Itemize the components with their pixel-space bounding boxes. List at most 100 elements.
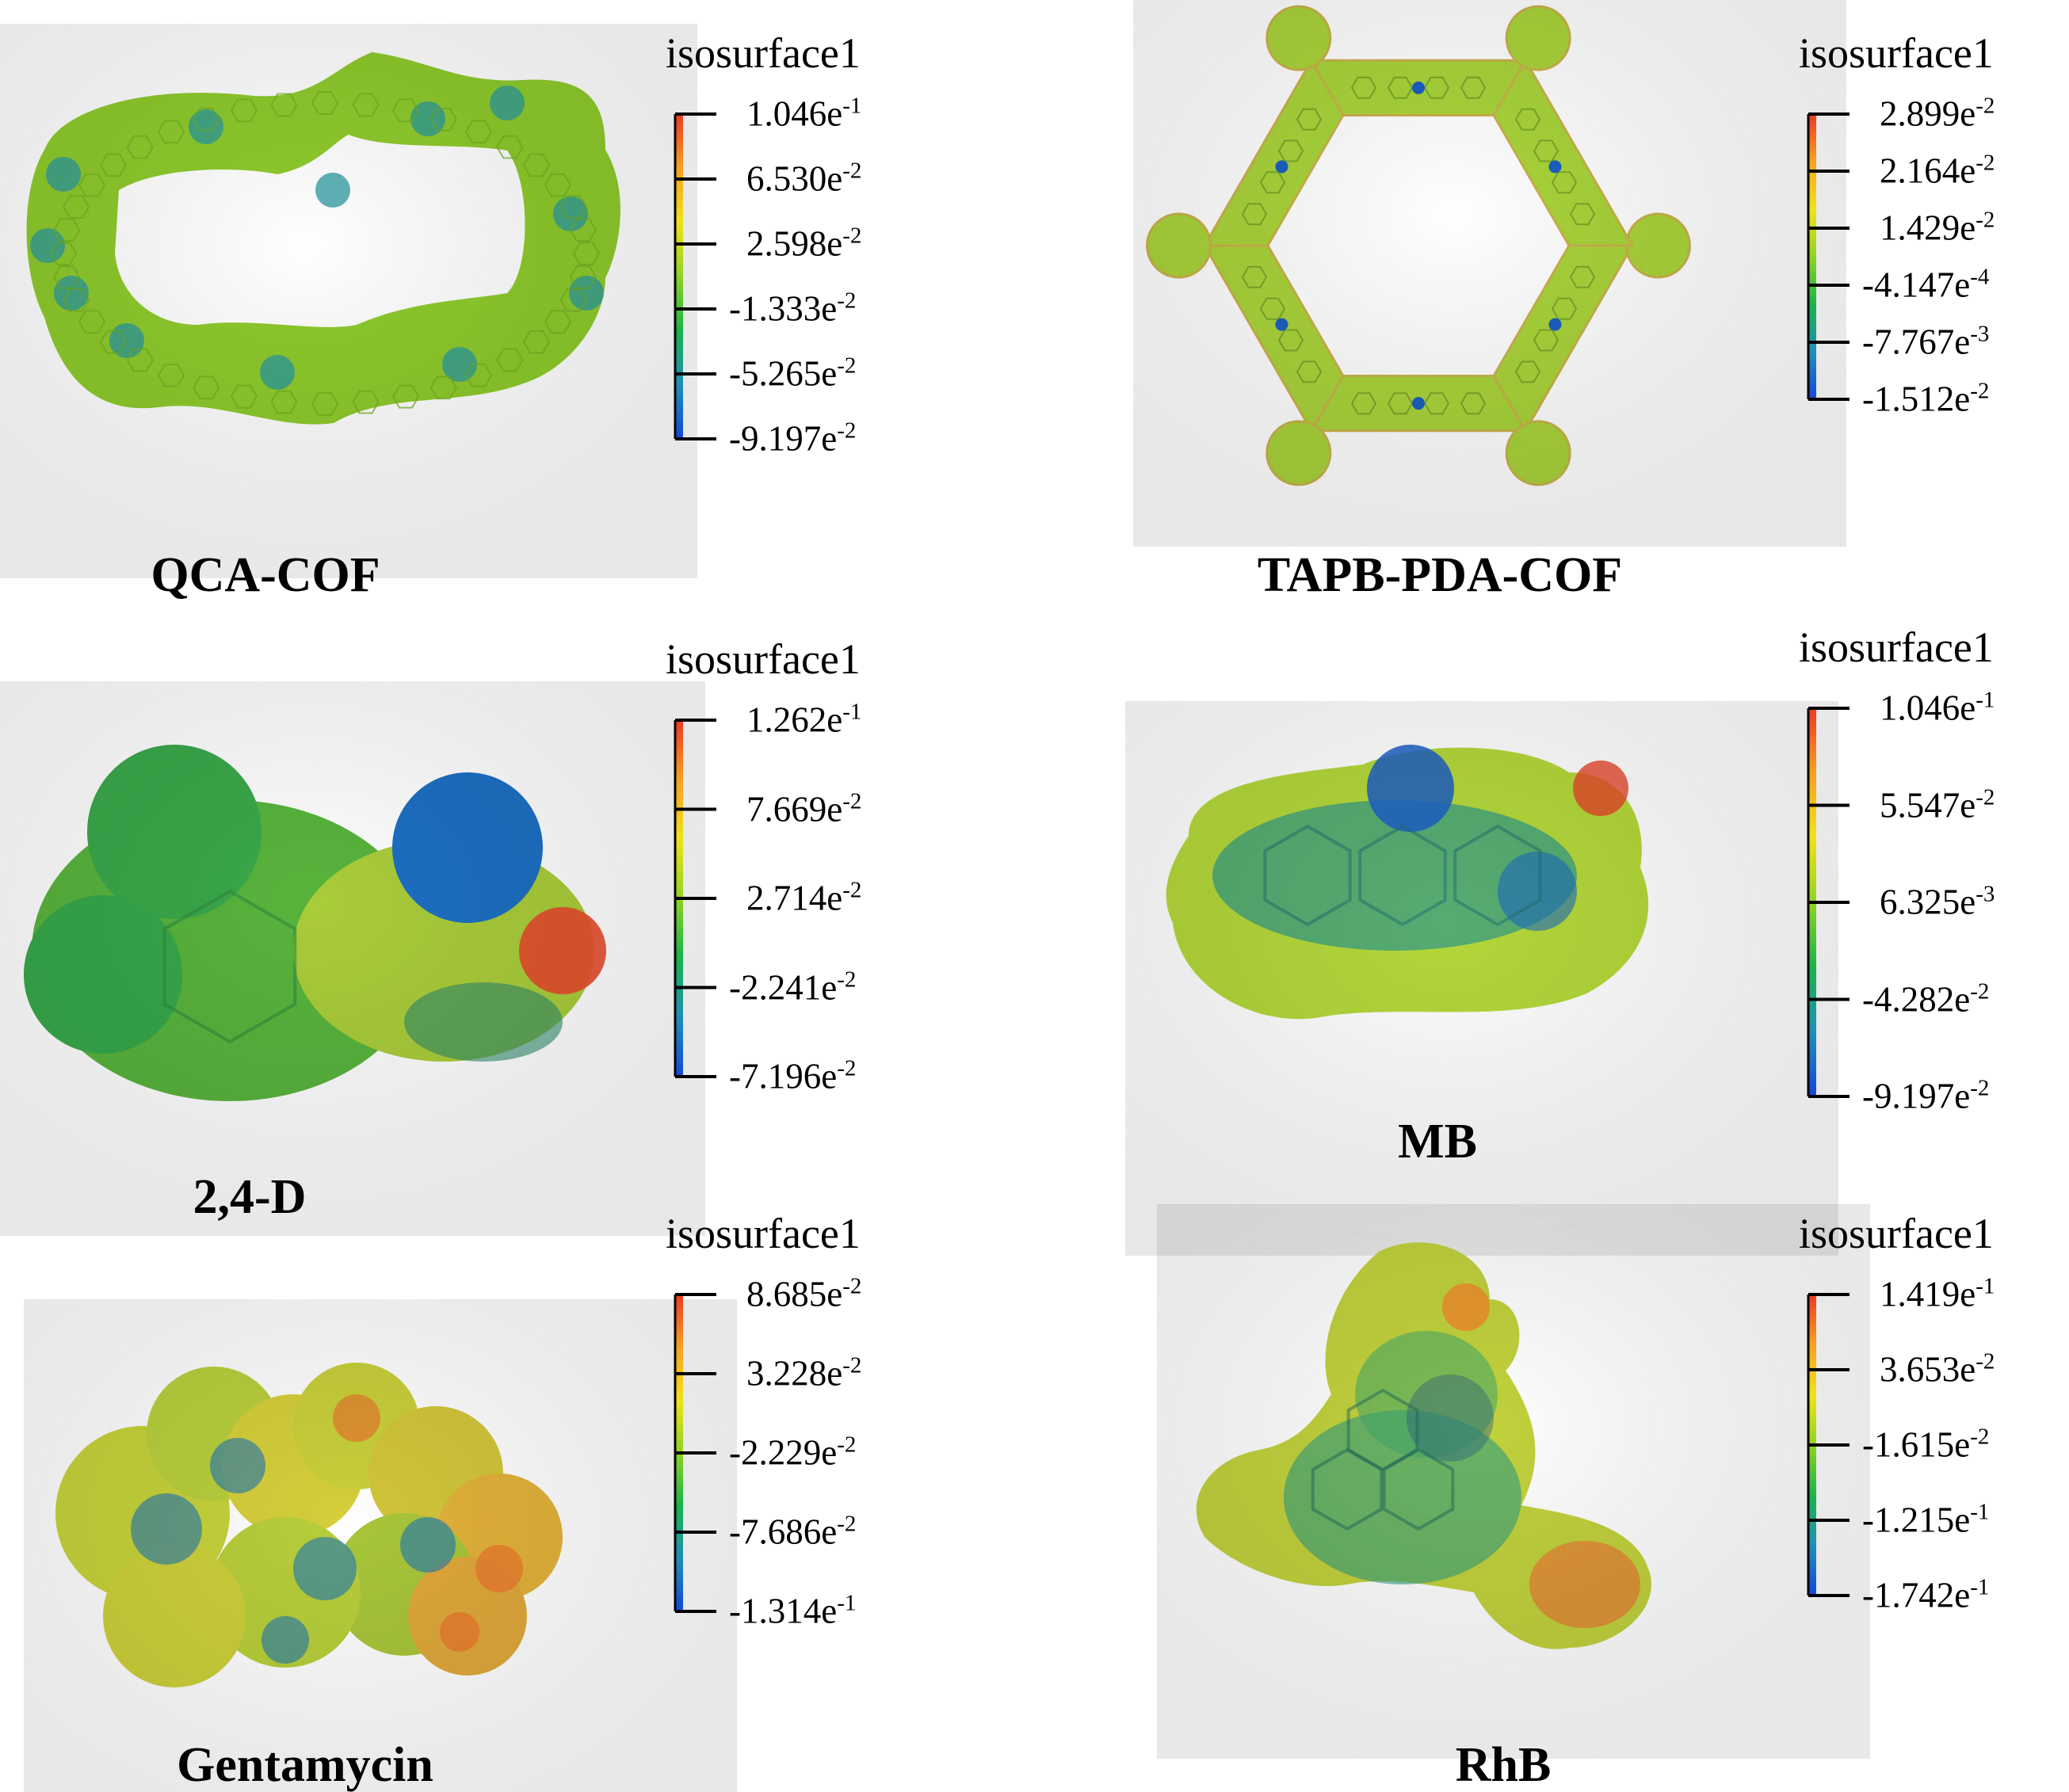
tick-exponent: -2 [842,788,862,814]
tick-mantissa: -5.265e [729,353,838,394]
colorbar-tick-label: -1.615e-2 [1862,1424,1989,1465]
colorbar-scale [1807,1293,1850,1597]
tick-mantissa: -9.197e [729,418,838,459]
tick-exponent: -1 [1970,1574,1990,1600]
colorbar-tick-label: 2.598e-2 [746,223,861,264]
tick-mantissa: -1.333e [729,288,838,329]
tick-mantissa: 1.046e [1880,688,1976,728]
tick-exponent: -2 [842,1352,862,1378]
colorbar-tick-label: -2.229e-2 [729,1432,856,1473]
colorbar-gradient [1808,114,1816,399]
tick-exponent: -2 [837,1055,857,1081]
colorbar-tick-label: -5.265e-2 [729,353,856,394]
colorbar-tick-label: 3.228e-2 [746,1352,862,1394]
tick-exponent: -2 [837,417,857,444]
colorbar-gradient [675,114,683,439]
tick-mantissa: 2.714e [746,878,843,918]
tick-exponent: -2 [842,223,862,249]
colorbar-tick-label: -4.147e-4 [1862,264,1990,303]
tick-mantissa: 1.419e [1880,1274,1976,1314]
tick-mantissa: -1.314e [729,1591,838,1631]
panel-label: RhB [1455,1738,1552,1792]
tick-mantissa: -2.241e [729,967,838,1007]
molecule-esp-image [1125,701,1838,1256]
tick-mantissa: -1.215e [1862,1500,1971,1540]
colorbar-legend: isosurface1 1.046e-1 6.530e-2 2.598e-2 -1.33… [666,32,935,475]
molecule-surface [55,1363,563,1687]
tick-mantissa: -4.282e [1862,979,1971,1019]
tick-mantissa: 2.164e [1880,151,1976,191]
tick-mantissa: 1.262e [746,700,843,740]
molecule-surface [1146,5,1691,486]
tick-mantissa: -1.742e [1862,1575,1971,1615]
colorbar-tick-label: 8.685e-2 [746,1274,861,1314]
tick-exponent: -1 [1975,1273,1995,1299]
colorbar-tick-label: -7.767e-3 [1862,321,1990,360]
panel-tapb-pda-cof: isosurface1 2.899e-2 2.164e-2 1.429e-2 -4.14… [1030,0,2069,602]
colorbar-tick-label: -1.742e-1 [1862,1574,1990,1615]
tick-exponent: -2 [1970,1424,1990,1450]
colorbar-tick-label: -1.333e-2 [729,288,856,329]
tick-exponent: -2 [837,1432,857,1458]
colorbar-tick-label: 1.046e-1 [1880,687,1995,728]
tick-mantissa: -1.512e [1862,379,1971,419]
tick-exponent: -3 [1970,321,1990,347]
tick-exponent: -2 [1970,978,1990,1004]
colorbar-tick-label: 2.899e-2 [1880,93,1995,134]
tick-exponent: -1 [1970,1499,1990,1525]
panel-label: QCA-COF [151,548,380,602]
tick-exponent: -2 [1970,378,1990,404]
colorbar-scale [674,112,716,440]
tick-exponent: -2 [1975,93,1995,119]
tick-mantissa: -1.615e [1862,1424,1971,1465]
tick-exponent: -2 [842,877,862,903]
colorbar-tick-label: 5.547e-2 [1880,784,1995,823]
tick-mantissa: -7.196e [729,1056,838,1096]
colorbar-scale [674,1293,716,1613]
tick-mantissa: -2.229e [729,1432,838,1473]
tick-mantissa: 3.228e [746,1353,843,1394]
colorbar-scale [674,719,716,1078]
tick-exponent: -2 [1975,150,1995,176]
molecule-esp-image [1157,1204,1870,1759]
tick-exponent: -2 [1970,1075,1990,1101]
colorbar-tick-label: 1.419e-1 [1880,1273,1995,1314]
colorbar-tick-label: 1.429e-2 [1880,207,1995,246]
panel-mb: isosurface1 1.046e-1 5.547e-2 6.325e-3 -4.28… [1030,602,2069,1256]
tick-exponent: -2 [1975,784,1995,810]
colorbar-legend: isosurface1 1.046e-1 5.547e-2 6.325e-3 -4.28… [1799,626,2060,1133]
molecule-esp-image [0,24,697,578]
colorbar-tick-label: 2.714e-2 [746,877,862,918]
colorbar-tick-label: -9.197e-2 [729,417,857,459]
tick-mantissa: 2.598e [746,223,843,264]
colorbar-tick-label: -1.512e-2 [1862,378,1990,419]
tick-exponent: -2 [1975,207,1995,233]
tick-mantissa: 7.669e [746,789,843,829]
colorbar-legend: isosurface1 1.262e-1 7.669e-2 2.714e-2 -2.24… [666,638,927,1113]
panel-label: MB [1398,1115,1477,1169]
colorbar-tick-label: -1.314e-1 [729,1591,856,1631]
colorbar-tick-label: 1.046e-1 [746,94,861,132]
colorbar-legend: isosurface1 8.685e-2 3.228e-2 -2.229e-2 -7.6… [666,1212,927,1648]
colorbar-title: isosurface1 [666,635,861,683]
molecule-surface [24,745,606,1101]
tick-mantissa: 8.685e [746,1274,843,1314]
molecule-surface [1166,745,1649,1020]
tick-mantissa: 2.899e [1880,93,1976,134]
colorbar-legend: isosurface1 1.419e-1 3.653e-2 -1.615e-2 -1.2… [1799,1212,2060,1632]
tick-mantissa: -9.197e [1862,1076,1971,1116]
tick-exponent: -4 [1970,264,1990,290]
tick-exponent: -1 [842,93,862,119]
tick-exponent: -1 [1975,687,1995,713]
colorbar-scale [1807,112,1850,401]
tick-mantissa: 6.530e [746,158,843,199]
tick-exponent: -2 [837,1511,857,1537]
colorbar-tick-label: -1.215e-1 [1862,1499,1990,1540]
tick-mantissa: -7.686e [729,1512,838,1552]
colorbar-title: isosurface1 [666,29,861,77]
panel-gentamycin: isosurface1 8.685e-2 3.228e-2 -2.229e-2 -7.6… [0,1204,1030,1792]
colorbar-tick-label: -7.686e-2 [729,1511,857,1552]
panel-label: TAPB-PDA-COF [1257,548,1623,602]
tick-exponent: -2 [842,158,862,184]
